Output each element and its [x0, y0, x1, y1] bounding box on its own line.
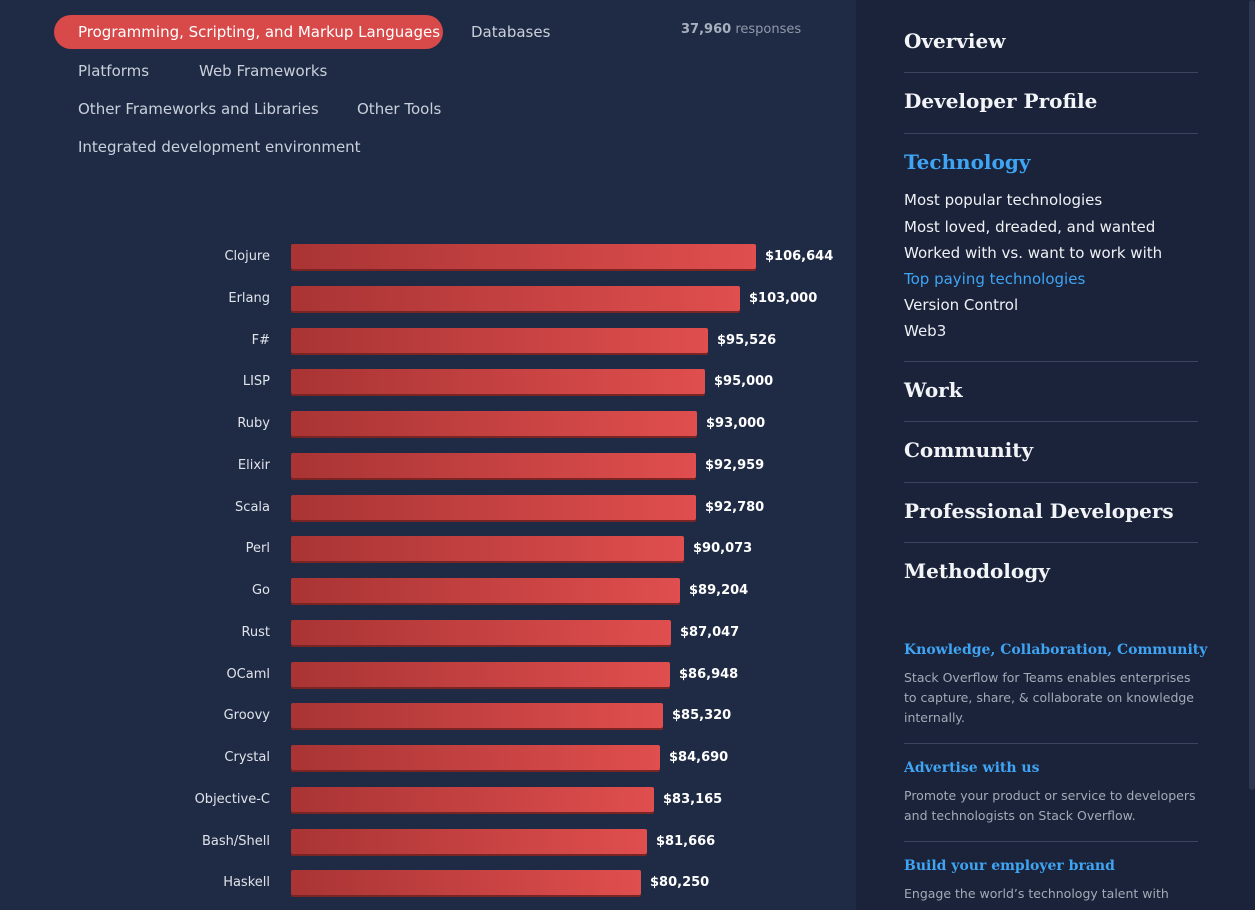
bar-label: Objective-C [194, 792, 270, 807]
bar-label: Clojure [224, 249, 270, 264]
bar [291, 244, 756, 269]
sidebar-section-professional-developers[interactable]: Professional Developers [904, 499, 1174, 523]
promo-advertise-text: Promote your product or service to devel… [904, 788, 1196, 823]
bar-value-label: $81,666 [656, 834, 716, 849]
response-count-suffix: responses [735, 22, 802, 37]
bar [291, 662, 670, 687]
bar [291, 745, 660, 770]
bar [291, 328, 708, 353]
promo-teams-text: Stack Overflow for Teams enables enterpr… [904, 670, 1195, 725]
sidebar-item-most-loved[interactable]: Most loved, dreaded, and wanted [904, 218, 1156, 236]
sidebar-divider [904, 482, 1198, 483]
tab-other-frameworks[interactable]: Other Frameworks and Libraries [78, 100, 319, 118]
sidebar-item-worked-with[interactable]: Worked with vs. want to work with [904, 244, 1163, 262]
bar-label: Elixir [237, 458, 270, 473]
bar [291, 411, 697, 436]
bar-label: Scala [235, 500, 270, 515]
bar-value-label: $85,320 [672, 708, 732, 723]
bar-label: Perl [245, 541, 270, 556]
sidebar-divider [904, 542, 1198, 543]
bar-label: Erlang [228, 291, 270, 306]
bar-value-label: $92,780 [705, 500, 765, 515]
tab-web-frameworks[interactable]: Web Frameworks [199, 62, 328, 80]
bar [291, 369, 705, 394]
bar [291, 620, 671, 645]
bar-label: Rust [241, 625, 270, 640]
bar [291, 286, 740, 311]
sidebar-item-top-paying[interactable]: Top paying technologies [904, 270, 1086, 288]
sidebar-section-technology[interactable]: Technology [904, 150, 1031, 174]
bar-value-label: $95,000 [714, 374, 774, 389]
response-count: 37,960 responses [681, 22, 801, 37]
bar-value-label: $89,204 [689, 583, 749, 598]
scrollbar[interactable] [1249, 0, 1255, 790]
sidebar-divider [904, 361, 1198, 362]
bar-value-label: $87,047 [680, 625, 740, 640]
sidebar-divider [904, 743, 1198, 744]
sidebar-nav: Overview Developer Profile Technology Mo… [856, 0, 1255, 910]
bar-label: Crystal [224, 750, 270, 765]
bar [291, 787, 654, 812]
sidebar-section-community[interactable]: Community [904, 438, 1034, 462]
bar [291, 829, 647, 854]
main-panel: Programming, Scripting, and Markup Langu… [0, 15, 856, 910]
sidebar-divider [904, 841, 1198, 842]
bar-label: Groovy [223, 708, 270, 723]
bar-value-label: $86,948 [679, 667, 739, 682]
bar [291, 703, 663, 728]
sidebar-item-web3[interactable]: Web3 [904, 322, 947, 340]
sidebar-item-most-popular[interactable]: Most popular technologies [904, 191, 1103, 209]
tab-programming-languages[interactable]: Programming, Scripting, and Markup Langu… [54, 15, 443, 49]
bar-value-label: $106,644 [765, 249, 834, 264]
promo-teams-title[interactable]: Knowledge, Collaboration, Community [904, 642, 1208, 658]
sidebar-section-developer-profile[interactable]: Developer Profile [904, 89, 1098, 113]
bar-value-label: $93,000 [706, 416, 766, 431]
sidebar-section-work[interactable]: Work [904, 378, 963, 402]
tab-ide[interactable]: Integrated development environment [78, 138, 361, 156]
promo-employer-brand-title[interactable]: Build your employer brand [904, 858, 1115, 874]
bar-value-label: $83,165 [663, 792, 723, 807]
bar [291, 536, 684, 561]
bar-label: Haskell [223, 875, 270, 890]
bar-label: Ruby [237, 416, 270, 431]
bar-value-label: $92,959 [705, 458, 765, 473]
bar-label: Bash/Shell [202, 834, 270, 849]
bar-value-label: $103,000 [749, 291, 818, 306]
tab-platforms[interactable]: Platforms [78, 62, 150, 80]
bar-value-label: $95,526 [717, 333, 777, 348]
bar-value-label: $90,073 [693, 541, 753, 556]
bar-label: F# [251, 333, 270, 348]
sidebar-section-methodology[interactable]: Methodology [904, 559, 1050, 583]
promo-employer-brand-text: Engage the world’s technology talent wit… [904, 886, 1169, 910]
bar [291, 870, 641, 895]
bar-label: LISP [242, 374, 270, 389]
bar [291, 495, 696, 520]
sidebar-item-version-control[interactable]: Version Control [904, 296, 1019, 314]
bar-label: Go [251, 583, 270, 598]
bar-label: OCaml [226, 667, 270, 682]
bar [291, 578, 680, 603]
tab-databases[interactable]: Databases [471, 23, 551, 41]
sidebar-section-overview[interactable]: Overview [904, 29, 1006, 53]
bar [291, 453, 696, 478]
bar-value-label: $80,250 [650, 875, 710, 890]
promo-advertise-title[interactable]: Advertise with us [904, 760, 1040, 776]
response-count-number: 37,960 [681, 22, 732, 37]
bar-value-label: $84,690 [669, 750, 729, 765]
sidebar-divider [904, 133, 1198, 134]
tab-other-tools[interactable]: Other Tools [357, 100, 442, 118]
sidebar-divider [904, 421, 1198, 422]
sidebar-divider [904, 72, 1198, 73]
salary-bar-chart: Clojure $106,644 Erlang $103,000 F# $95,526 LI… [0, 236, 856, 910]
